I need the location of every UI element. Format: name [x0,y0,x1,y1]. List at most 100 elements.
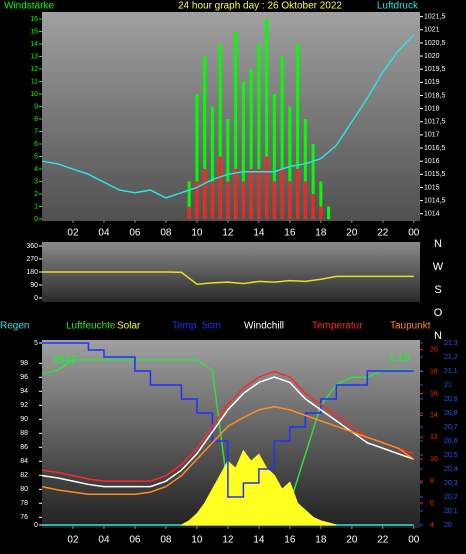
compass-label: W [433,261,444,273]
x-tick-label: 14 [253,228,265,239]
y2-tick-label: 1018 [424,105,440,112]
y-tick-label: 86 [20,444,28,451]
x-tick-label: 22 [377,228,389,239]
y2-tick-label: 1019 [424,79,440,86]
y-tick-label: 13 [30,53,38,60]
legend-entry: Regen [0,321,29,332]
y2-tick-label: 1018,5 [424,92,446,99]
x-tick-label: 02 [67,535,79,546]
x-tick-label: 16 [284,535,296,546]
legend-entry: Taupunkt [390,321,431,332]
y2-tick-label: 1014 [424,211,440,218]
x-tick-label: 20 [346,535,358,546]
x-tick-label: 18 [315,228,327,239]
y-tick-label: 94 [20,388,28,395]
series-line [42,342,414,498]
y2-tick-label: 1019,5 [424,66,446,73]
y-tick-label: 76 [20,514,28,521]
y-tick-label: 0 [34,295,38,302]
y2-tick-label: 1017,5 [424,119,446,126]
x-tick-label: 00 [408,535,420,546]
y2-tick-label: 8 [430,478,434,485]
x-tick-label: 08 [160,535,172,546]
legend-entry: Windchill [244,321,284,332]
y-tick-label: 4 [34,166,38,173]
legend-entry: Temperatur [312,321,363,332]
y2-tick-label: 14 [430,412,438,419]
y-tick-label: 7 [34,128,38,135]
y-tick-label: 6 [34,141,38,148]
y-tick-label: 80 [20,486,28,493]
y2-tick-label: 18 [430,368,438,375]
y3-tick-label: 21,3 [444,340,458,347]
y2-tick-label: 10 [430,456,438,463]
compass-label: N [434,330,442,342]
x-tick-label: 02 [67,228,79,239]
y3-tick-label: 20,4 [444,466,458,473]
y2-tick-label: 4 [430,522,434,529]
y2-tick-label: 1016,5 [424,145,446,152]
y-tick-label: 0 [34,216,38,223]
y-tick-label: 11 [31,78,38,85]
chart-title: 24 hour graph day : 26 Oktober 2022 [178,1,342,12]
y-tick-label: 180 [26,269,38,276]
y-tick-label: 8 [34,116,38,123]
y3-tick-label: 20,2 [444,494,458,501]
y2-tick-label: 1016 [424,158,440,165]
annotation: 1.18 [389,352,410,364]
x-tick-label: 06 [129,228,141,239]
x-tick-label: 04 [98,535,110,546]
x-tick-label: 04 [98,228,110,239]
y-tick-label: 3 [34,178,38,185]
x-tick-label: 10 [191,535,203,546]
y2-tick-label: 12 [430,434,438,441]
y-tick-label: 1 [34,203,38,210]
compass-label: N [434,238,442,250]
series-line [41,34,415,199]
y4-tick-label: 5 [34,340,38,347]
y-tick-label: 360 [26,243,38,250]
x-tick-label: 10 [191,228,203,239]
y3-tick-label: 20 [444,522,452,529]
y3-tick-label: 21 [444,382,452,389]
y-tick-label: 12 [30,66,38,73]
y3-tick-label: 20,9 [444,396,458,403]
y-tick-label: 90 [30,282,38,289]
x-tick-label: 20 [346,228,358,239]
y4-tick-label: 0 [34,522,38,529]
y3-tick-label: 20,1 [444,508,458,515]
series-line [42,271,414,286]
y3-tick-label: 20,7 [444,424,458,431]
y3-tick-label: 20,5 [444,452,458,459]
x-tick-label: 12 [222,535,234,546]
x-tick-label: 06 [129,535,141,546]
y-tick-label: 5 [34,153,38,160]
series-area [181,449,337,526]
y-tick-label: 270 [26,256,38,263]
y2-tick-label: 1017 [424,132,440,139]
y-tick-label: 14 [30,41,38,48]
y-tick-label: 92 [20,402,28,409]
x-tick-label: 22 [377,535,389,546]
y-tick-label: 82 [20,472,28,479]
y3-tick-label: 20,8 [444,410,458,417]
annotation: 4947 [52,354,76,366]
series-line [41,370,415,482]
y2-tick-label: 1020 [424,53,440,60]
legend-entry: Temp. 5cm [172,321,221,332]
x-tick-label: 14 [253,535,265,546]
y3-tick-label: 21,1 [444,368,458,375]
compass-label: O [434,307,443,319]
y3-tick-label: 20,3 [444,480,458,487]
y2-tick-label: 1014,5 [424,197,446,204]
y2-tick-label: 16 [430,390,438,397]
y-tick-label: 9 [34,103,38,110]
y2-axis-label: Luftdruck [377,1,419,12]
y2-tick-label: 20 [430,346,438,353]
legend-entry: Solar [117,321,141,332]
y2-tick-label: 1021 [424,27,440,34]
y-axis-label: Windstärke [4,1,54,12]
y2-tick-label: 1015,5 [424,171,446,178]
y-tick-label: 10 [30,91,38,98]
